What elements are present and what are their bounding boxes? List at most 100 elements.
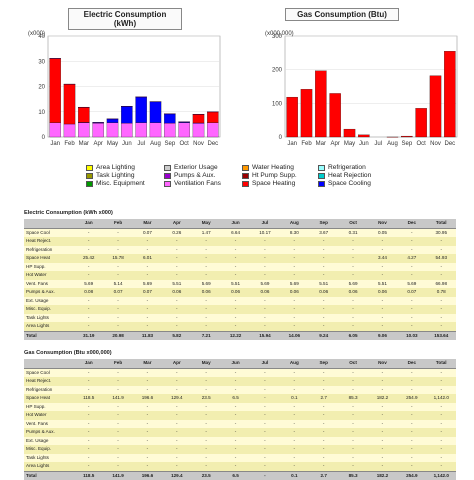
- table-cell: -: [162, 419, 192, 428]
- row-label: Heat Reject.: [24, 377, 74, 386]
- table-cell: -: [426, 237, 456, 246]
- table-cell: -: [162, 411, 192, 420]
- table-cell: -: [367, 436, 398, 445]
- total-cell: 23.5: [191, 470, 221, 480]
- table-cell: 0.06: [338, 288, 368, 297]
- table-cell: -: [162, 305, 192, 314]
- table-cell: -: [132, 436, 163, 445]
- electric-y-tick-label: 30: [38, 59, 45, 65]
- table-row: Space Heat 118.5 141.9 196.6 129.4 23.5 6.5-0.…: [24, 394, 456, 403]
- table-cell: -: [191, 313, 221, 322]
- table-cell: -: [279, 237, 309, 246]
- table-cell: -: [132, 445, 163, 454]
- table-cell: -: [367, 237, 398, 246]
- legend-item-ht-pump-supp: Ht Pump Supp.: [242, 172, 297, 179]
- table-cell: -: [103, 419, 133, 428]
- column-header: Jun: [220, 219, 251, 229]
- table-cell: 23.5: [191, 394, 221, 403]
- row-label: Vent. Fans: [24, 419, 74, 428]
- gas-chart-title: Gas Consumption (Btu): [285, 8, 399, 21]
- electric-bar-sep-space-cooling: [164, 113, 176, 124]
- table-cell: -: [338, 254, 368, 263]
- table-cell: -: [103, 445, 133, 454]
- total-cell: 10.03: [397, 330, 427, 340]
- total-cell: 9.06: [367, 330, 398, 340]
- column-header: [24, 219, 74, 229]
- table-cell: -: [279, 402, 309, 411]
- table-cell: 5.69: [279, 279, 309, 288]
- column-header: Oct: [338, 219, 368, 229]
- table-cell: -: [162, 296, 192, 305]
- table-row: Heat Reject. - - - - - - - - - - - - -: [24, 377, 456, 386]
- table-cell: -: [191, 445, 221, 454]
- table-cell: -: [426, 385, 456, 394]
- row-label: Total: [24, 330, 74, 340]
- table-cell: -: [103, 377, 133, 386]
- table-cell: -: [220, 271, 251, 280]
- table-cell: 5.69: [250, 279, 280, 288]
- electric-bar-may-space-cooling: [106, 118, 119, 123]
- table-cell: -: [397, 385, 427, 394]
- table-cell: -: [74, 322, 104, 331]
- table-cell: -: [397, 313, 427, 322]
- gas-x-tick-label: Dec: [444, 141, 455, 147]
- column-header: Sep: [309, 219, 339, 229]
- electric-table-header-row: Jan Feb Mar Apr May Jun Jul Aug Sep Oct Nov Dec Tota…: [24, 219, 456, 229]
- table-cell: -: [162, 245, 192, 254]
- table-cell: -: [338, 436, 368, 445]
- gas-y-tick-label: 0: [279, 135, 283, 141]
- table-cell: 25.42: [74, 254, 104, 263]
- table-cell: 5.51: [220, 279, 251, 288]
- electric-bar-feb-ventilation-fans: [63, 123, 76, 138]
- legend-label: Space Heating: [252, 180, 296, 187]
- table-cell: -: [426, 313, 456, 322]
- table-cell: -: [103, 453, 133, 462]
- electric-x-tick-label: Aug: [150, 141, 161, 147]
- table-cell: 0.06: [279, 288, 309, 297]
- table-cell: -: [191, 254, 221, 263]
- electric-bar-mar-ventilation-fans: [78, 122, 90, 138]
- table-row: Space Cool - -0.07 0.26 1.47 6.64 10.17 8.30 3.6…: [24, 228, 456, 237]
- total-cell: 153.64: [426, 330, 456, 340]
- gas-x-tick-label: Sep: [401, 141, 412, 147]
- legend-item-pumps-aux: Pumps & Aux.: [164, 172, 215, 179]
- table-cell: -: [338, 419, 368, 428]
- electric-y-tick-label: 40: [38, 34, 45, 40]
- table-cell: -: [191, 377, 221, 386]
- table-cell: -: [397, 402, 427, 411]
- table-cell: -: [397, 322, 427, 331]
- table-cell: 141.9: [103, 394, 133, 403]
- table-cell: -: [132, 385, 163, 394]
- electric-bar-jun-ventilation-fans: [121, 122, 133, 138]
- table-cell: 0.06: [367, 288, 398, 297]
- gas-consumption-chart: 0 100 200 300(x000,000) Jan Feb Mar Apr May Jun Ju…: [265, 31, 458, 147]
- row-label: Misc. Equip.: [24, 445, 74, 454]
- table-cell: -: [132, 322, 163, 331]
- table-cell: -: [250, 313, 280, 322]
- table-cell: -: [426, 428, 456, 437]
- gas-y-tick-label: 200: [272, 68, 283, 74]
- table-cell: -: [74, 271, 104, 280]
- table-cell: -: [132, 245, 163, 254]
- gas-table-title: Gas Consumption (Btu x000,000): [24, 350, 112, 356]
- table-cell: -: [162, 271, 192, 280]
- table-cell: -: [74, 462, 104, 471]
- gas-bar-dec-space-heating: [444, 51, 456, 138]
- table-cell: 6.5: [220, 394, 251, 403]
- table-cell: -: [279, 245, 309, 254]
- table-cell: -: [191, 428, 221, 437]
- table-cell: -: [309, 262, 339, 271]
- table-cell: -: [250, 394, 280, 403]
- table-cell: -: [220, 445, 251, 454]
- table-cell: -: [309, 436, 339, 445]
- table-cell: -: [279, 254, 309, 263]
- total-cell: 118.5: [74, 470, 104, 480]
- table-cell: -: [220, 385, 251, 394]
- table-cell: 5.51: [162, 279, 192, 288]
- row-label: Pumps & Aux.: [24, 288, 74, 297]
- table-cell: -: [367, 296, 398, 305]
- column-header: Jan: [74, 219, 104, 229]
- table-cell: -: [367, 368, 398, 377]
- table-cell: -: [397, 453, 427, 462]
- table-row: Vent. Fans 5.69 5.14 5.69 5.51 5.69 5.51 5.69 5.…: [24, 279, 456, 288]
